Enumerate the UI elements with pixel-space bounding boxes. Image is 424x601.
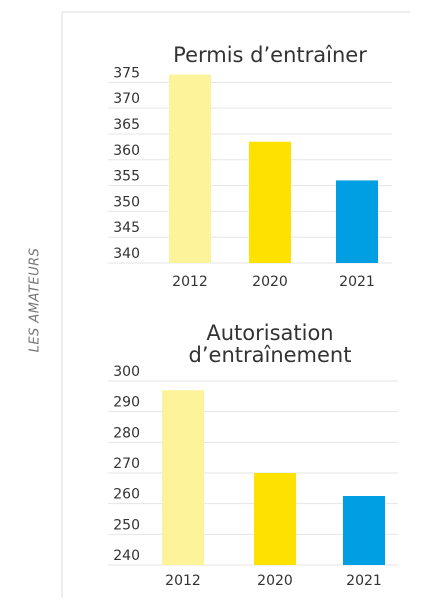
side-label: LES AMATEURS: [28, 248, 43, 353]
y-tick-label: 375: [113, 65, 140, 81]
y-tick-label: 280: [113, 425, 140, 441]
y-tick-label: 250: [113, 517, 140, 533]
y-tick-label: 355: [113, 169, 140, 185]
bar: [169, 74, 211, 263]
y-tick-label: 260: [113, 487, 140, 503]
bar: [254, 473, 296, 565]
y-tick-label: 270: [113, 456, 140, 472]
y-tick-label: 340: [113, 246, 140, 262]
bar: [336, 180, 378, 263]
y-tick-label: 240: [113, 548, 140, 564]
x-tick-label: 2012: [165, 573, 201, 589]
x-tick-label: 2021: [346, 573, 382, 589]
x-tick-label: 2020: [252, 274, 288, 290]
x-tick-label: 2012: [172, 274, 208, 290]
y-tick-label: 300: [113, 364, 140, 380]
bar: [343, 496, 385, 565]
chart-title: Permis d’entraîner: [173, 43, 367, 67]
y-tick-label: 360: [113, 143, 140, 159]
bar: [162, 390, 204, 565]
y-tick-label: 370: [113, 91, 140, 107]
x-tick-label: 2021: [339, 274, 375, 290]
y-tick-label: 290: [113, 395, 140, 411]
y-tick-label: 345: [113, 220, 140, 236]
bar: [249, 141, 291, 263]
x-tick-label: 2020: [257, 573, 293, 589]
chart-title: Autorisation d’entraînement: [188, 321, 352, 367]
y-tick-label: 350: [113, 194, 140, 210]
y-tick-label: 365: [113, 117, 140, 133]
